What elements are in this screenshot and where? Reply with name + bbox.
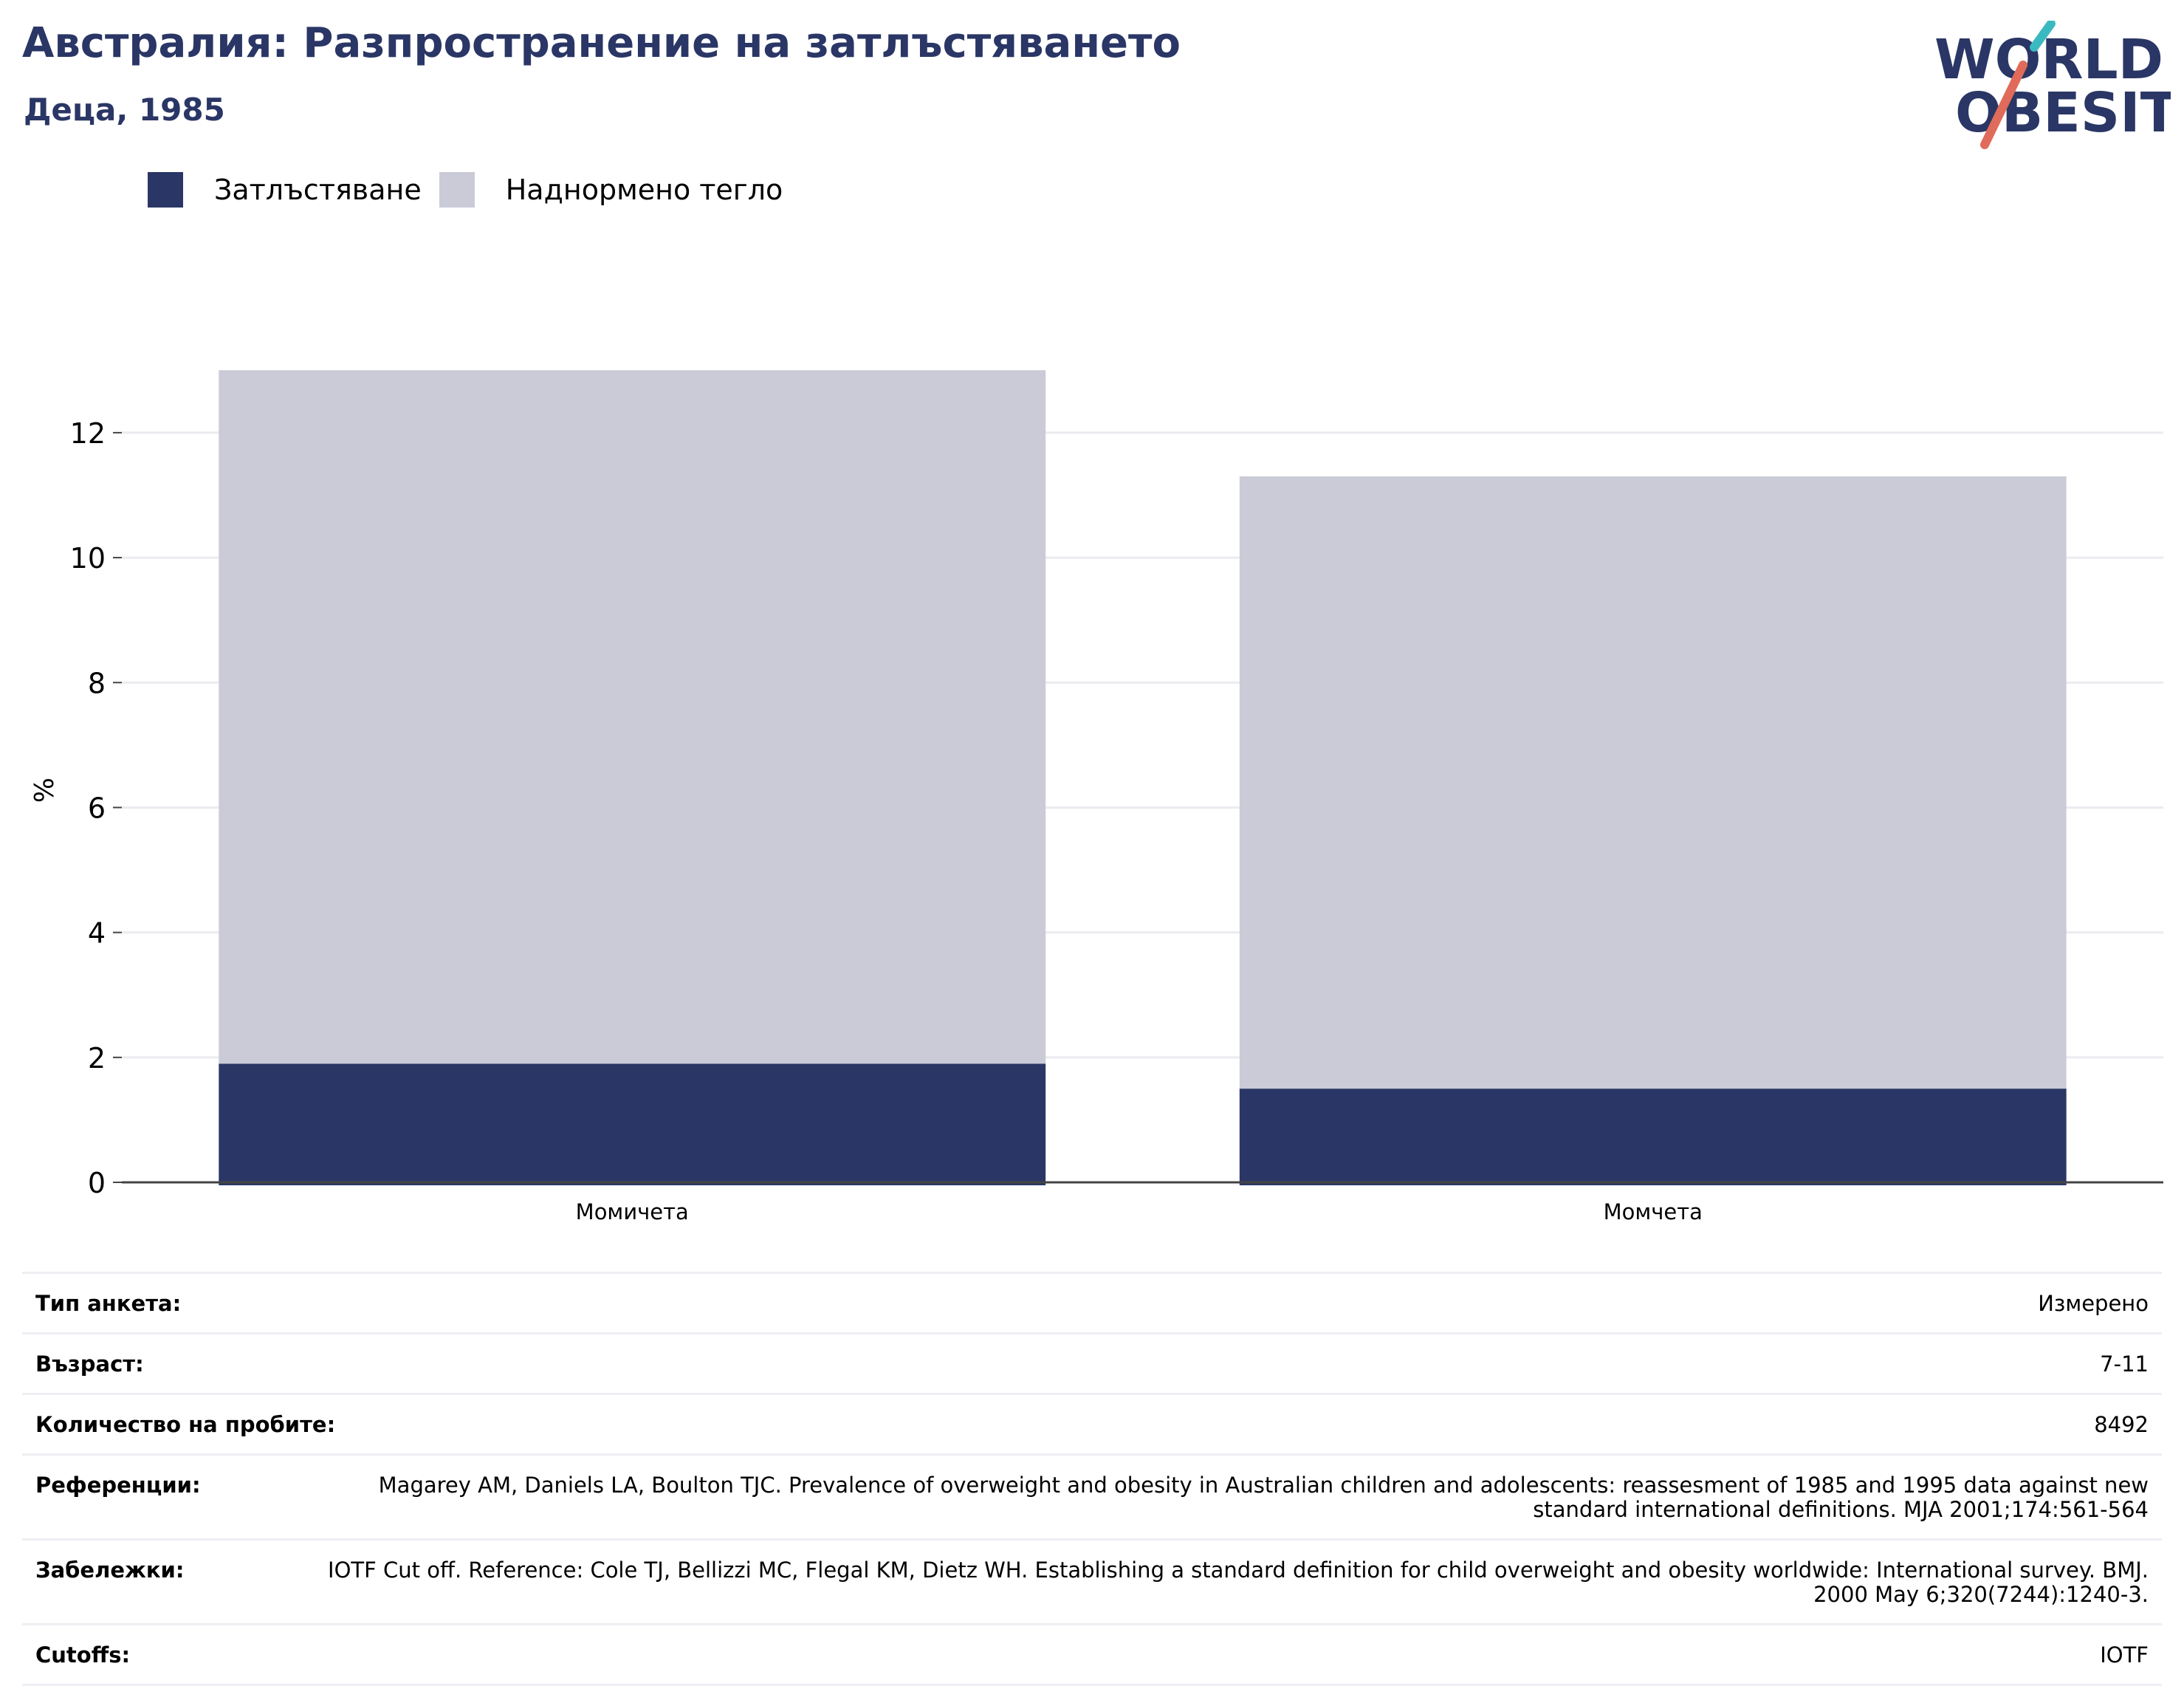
logo-slash-top [2030, 21, 2056, 52]
x-tick-label: Момчета [1604, 1199, 1703, 1224]
chart-legend: Затлъстяване Наднормено тегло [148, 171, 800, 208]
page-subtitle: Деца, 1985 [24, 92, 225, 128]
meta-row-survey-type: Тип анкета: Измерено [22, 1274, 2162, 1334]
metadata-table: Тип анкета: Измерено Възраст: 7-11 Колич… [22, 1272, 2162, 1686]
meta-row-references: Референции: Magarey AM, Daniels LA, Boul… [22, 1456, 2162, 1541]
bar-chart: 0 2 4 6 8 10 12% Момичета Момчета [30, 370, 2163, 1224]
meta-label: Референции: [35, 1473, 201, 1498]
y-tick-label: 6 [88, 792, 106, 824]
meta-label: Cutoffs: [35, 1642, 131, 1668]
legend-label-overweight: Наднормено тегло [505, 174, 783, 206]
bar-overweight-0 [219, 370, 1046, 1064]
legend-item-overweight[interactable]: Наднормено тегло [439, 172, 783, 208]
meta-value: 7-11 [2100, 1351, 2149, 1377]
meta-value: IOTF [2100, 1642, 2149, 1668]
y-tick-label: 8 [88, 667, 106, 699]
bar-obesity-0 [219, 1063, 1046, 1185]
x-tick-label: Момичета [576, 1199, 689, 1224]
meta-label: Тип анкета: [35, 1291, 182, 1316]
meta-value: Magarey AM, Daniels LA, Boulton TJC. Pre… [378, 1473, 2149, 1522]
meta-value: 8492 [2094, 1412, 2149, 1437]
bar-obesity-1 [1239, 1089, 2067, 1185]
y-tick-label: 2 [88, 1042, 106, 1075]
legend-label-obesity: Затлъстяване [214, 174, 422, 206]
bars [219, 370, 2067, 1185]
meta-row-notes: Забележки: IOTF Cut off. Reference: Cole… [22, 1541, 2162, 1625]
bar-overweight-1 [1239, 476, 2067, 1089]
legend-swatch-obesity [148, 172, 183, 208]
y-tick-label: 12 [70, 417, 106, 450]
logo-text-world: WORLD [1934, 28, 2163, 92]
y-tick-label: 10 [70, 542, 106, 575]
y-tick-label: 4 [88, 917, 106, 950]
meta-value: IOTF Cut off. Reference: Cole TJ, Belliz… [328, 1558, 2149, 1607]
world-obesity-logo: WORLD OBESITY [1934, 21, 2171, 149]
meta-row-sample-size: Количество на пробите: 8492 [22, 1395, 2162, 1456]
meta-row-age: Възраст: 7-11 [22, 1334, 2162, 1395]
axes: 0 2 4 6 8 10 12% Момичета Момчета [30, 417, 2163, 1224]
y-axis-label: % [30, 778, 60, 803]
meta-label: Възраст: [35, 1351, 144, 1377]
meta-label: Забележки: [35, 1558, 185, 1583]
meta-value: Измерено [2038, 1291, 2149, 1316]
legend-swatch-overweight [439, 172, 475, 208]
page-title: Австралия: Разпространение на затлъстява… [22, 19, 1181, 67]
logo-slash-bottom [1980, 61, 2027, 149]
meta-row-cutoffs: Cutoffs: IOTF [22, 1625, 2162, 1686]
y-tick-label: 0 [88, 1167, 106, 1199]
legend-item-obesity[interactable]: Затлъстяване [148, 172, 422, 208]
meta-label: Количество на пробите: [35, 1412, 336, 1437]
